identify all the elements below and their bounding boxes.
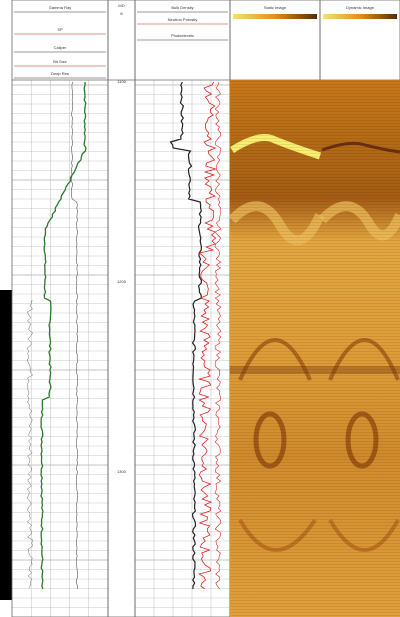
header-label: Static Image	[264, 5, 287, 10]
header-label: Caliper	[54, 45, 67, 50]
black-edge	[0, 290, 12, 600]
track-border	[107, 0, 136, 617]
header-label: Photoelectric	[171, 33, 194, 38]
headers: Gamma Ray SP Caliper Bit Size Deep Res MD ft Bu…	[14, 3, 397, 474]
header-label: MD	[118, 3, 124, 8]
depth-label: 1100	[117, 79, 126, 84]
color-scale	[233, 14, 317, 19]
sp-curve	[26, 299, 34, 589]
gamma-curve	[40, 81, 87, 590]
density-curve	[169, 81, 203, 590]
header-label: Bit Size	[53, 59, 67, 64]
header-label: SP	[57, 27, 63, 32]
depth-label: 1200	[117, 279, 127, 284]
header-label: Bulk Density	[171, 5, 193, 10]
header-label: Neutron Porosity	[168, 17, 198, 22]
header-label: Gamma Ray	[49, 5, 71, 10]
header-label: Deep Res	[51, 71, 69, 76]
image-texture	[230, 80, 400, 617]
depth-label: 1300	[117, 469, 127, 474]
header-label: ft	[120, 11, 123, 16]
curves	[26, 81, 222, 590]
caliper-curve	[70, 81, 79, 590]
neutron-curve	[197, 81, 218, 590]
color-scale	[323, 14, 397, 19]
pe-curve	[214, 81, 222, 590]
track-border	[11, 0, 109, 617]
header-label: Dynamic Image	[346, 5, 375, 10]
track-border	[134, 0, 231, 617]
